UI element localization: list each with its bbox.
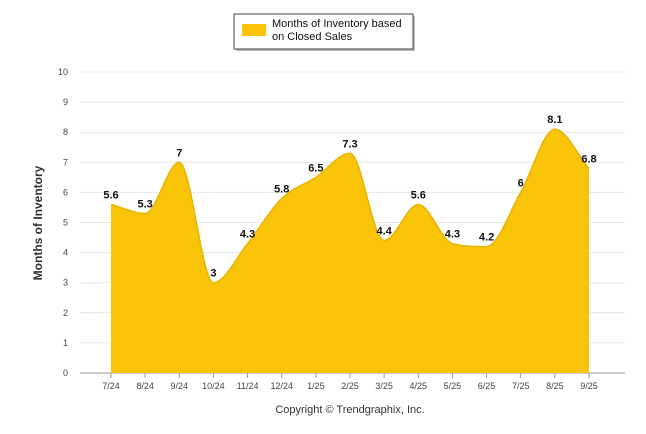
y-tick-label: 7 [63,157,68,167]
copyright-text: Copyright © Trendgraphix, Inc. [275,404,424,416]
x-tick-label: 4/25 [410,381,428,391]
data-label: 4.4 [376,226,392,238]
data-label: 4.3 [240,229,255,241]
y-tick-label: 6 [63,187,68,197]
x-tick-label: 9/25 [580,381,598,391]
area-series [110,128,590,373]
x-tick-label: 3/25 [375,381,393,391]
legend-text-line-2: on Closed Sales [272,31,353,43]
x-tick-label: 5/25 [444,381,462,391]
y-tick-label: 8 [63,127,68,137]
y-tick-label: 5 [63,218,68,228]
data-label: 6.8 [581,153,596,165]
data-label: 7.3 [342,138,357,150]
data-label: 5.6 [103,189,118,201]
area-line [110,128,590,284]
legend: Months of Inventory based on Closed Sale… [233,13,415,51]
y-tick-label: 0 [63,368,68,378]
y-axis-ticks: 0 1 2 3 4 5 6 7 8 9 10 [58,67,68,378]
data-label: 6 [518,177,524,189]
x-tick-label: 6/25 [478,381,496,391]
y-tick-label: 3 [63,278,68,288]
y-tick-label: 9 [63,97,68,107]
y-tick-label: 2 [63,308,68,318]
y-axis-label: Months of Inventory [31,165,45,280]
data-label: 5.3 [137,198,152,210]
data-labels: 5.6 5.3 7 3 4.3 5.8 6.5 7.3 4.4 5.6 4.3 4.2 6 8.1 6.8 [103,114,596,280]
legend-text-line-1: Months of Inventory based [272,18,402,30]
x-tick-label: 8/24 [136,381,154,391]
x-tick-label: 10/24 [202,381,225,391]
x-tick-label: 1/25 [307,381,325,391]
data-label: 4.3 [445,229,460,241]
y-tick-label: 10 [58,67,68,77]
x-tick-label: 7/25 [512,381,530,391]
data-label: 7 [176,147,182,159]
data-label: 6.5 [308,162,323,174]
x-tick-label: 9/24 [171,381,189,391]
legend-swatch [242,24,266,36]
x-axis-ticks: 7/24 8/24 9/24 10/24 11/24 12/24 1/25 2/25 3/25 4… [102,373,598,391]
y-tick-label: 1 [63,338,68,348]
x-tick-label: 7/24 [102,381,120,391]
x-tick-label: 8/25 [546,381,564,391]
data-label: 4.2 [479,232,494,244]
y-tick-label: 4 [63,248,68,258]
x-tick-label: 2/25 [341,381,359,391]
area-fill [111,129,589,373]
data-label: 5.6 [411,189,426,201]
data-label: 8.1 [547,114,562,126]
data-label: 3 [210,268,216,280]
x-tick-label: 11/24 [237,381,259,391]
data-label: 5.8 [274,183,289,195]
x-tick-label: 12/24 [270,381,293,391]
